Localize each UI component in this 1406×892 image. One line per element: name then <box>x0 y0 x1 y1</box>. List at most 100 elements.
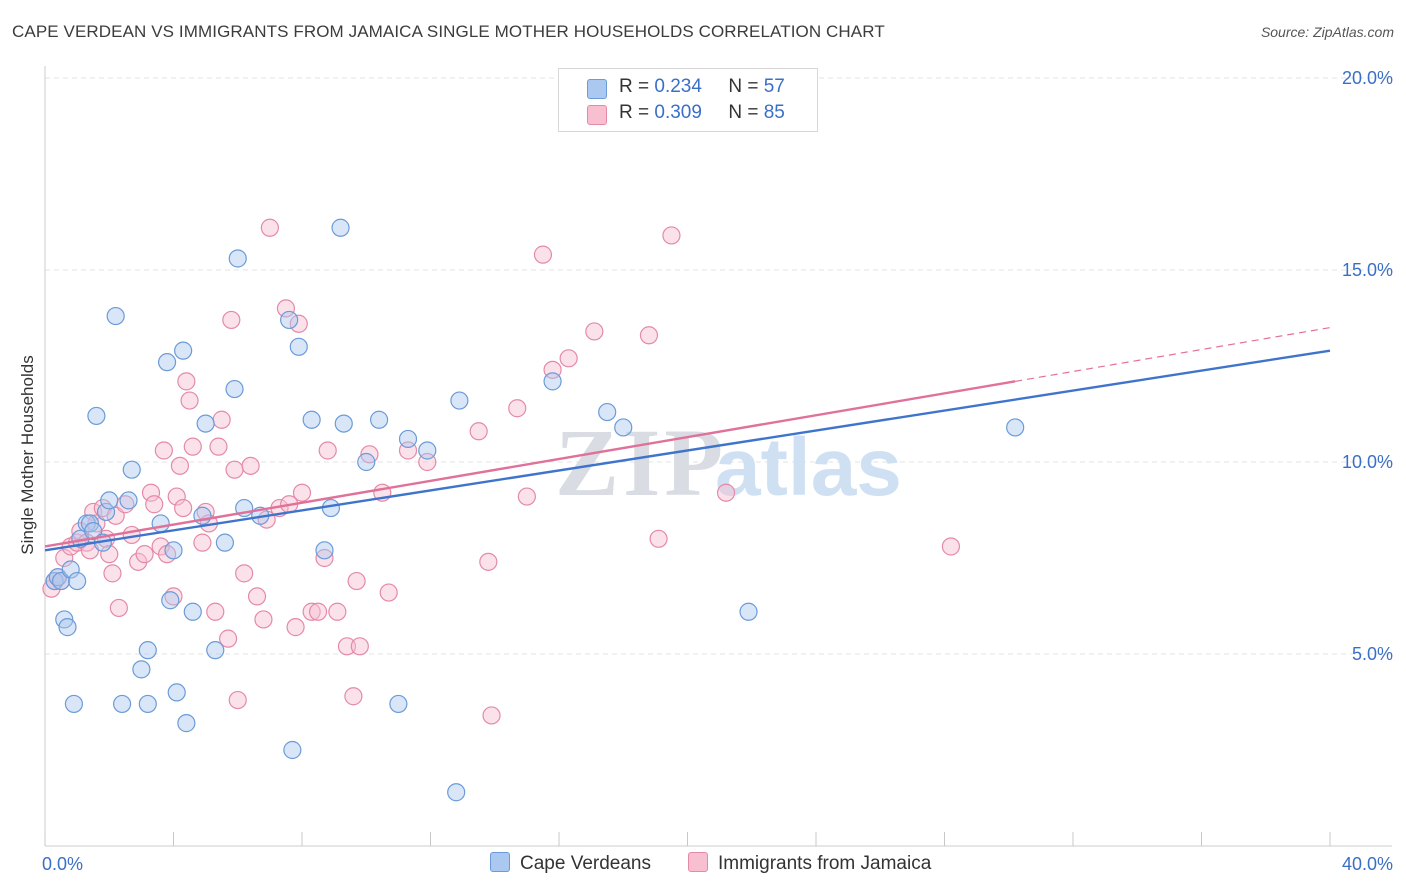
cape-verdean-point <box>157 353 177 372</box>
cape-verdean-point <box>389 694 408 714</box>
jamaica-point <box>154 441 173 460</box>
jamaica-point <box>479 552 498 571</box>
jamaica-point <box>350 637 369 656</box>
cape-verdean-point <box>315 541 334 560</box>
chart-source: Source: ZipAtlas.com <box>1260 24 1394 40</box>
cape-verdean-point <box>196 414 215 433</box>
jamaica-point <box>55 548 74 568</box>
legend-n-value: 57 <box>763 76 785 97</box>
cape-verdean-point <box>174 341 193 360</box>
cape-verdean-point <box>96 502 116 522</box>
bottom-legend-swatch-blue <box>490 852 510 872</box>
cape-verdean-point <box>119 491 138 510</box>
legend-r-value: 0.309 <box>654 102 702 123</box>
legend-n-label: N = <box>728 76 759 97</box>
cape-verdean-point <box>280 310 299 330</box>
jamaica-point <box>84 502 103 522</box>
jamaica-trend-line <box>44 380 1016 548</box>
jamaica-point <box>228 690 247 710</box>
jamaica-point <box>292 483 312 502</box>
legend-swatch-blue <box>587 79 607 99</box>
cape-verdean-point <box>447 783 466 802</box>
x-tick-label-max: 40.0% <box>1342 854 1393 874</box>
jamaica-point <box>241 456 260 475</box>
jamaica-point <box>315 548 334 568</box>
cape-verdean-point <box>161 591 180 610</box>
watermark-atlas: atlas <box>715 422 902 513</box>
jamaica-point <box>318 441 337 460</box>
cape-verdean-point <box>598 402 617 422</box>
jamaica-point <box>183 437 202 456</box>
jamaica-point <box>219 629 238 648</box>
jamaica-point <box>533 245 553 264</box>
legend-n-label: N = <box>728 102 759 123</box>
jamaica-point <box>585 322 604 341</box>
cape-verdean-point <box>283 740 302 760</box>
legend-r-value: 0.234 <box>654 76 702 97</box>
jamaica-point <box>308 602 328 621</box>
cape-verdean-point <box>206 641 225 660</box>
cape-verdean-point <box>357 452 376 472</box>
cape-verdean-point <box>64 694 84 714</box>
cape-verdean-point <box>225 379 244 399</box>
cape-verdean-point <box>1006 418 1025 437</box>
jamaica-point <box>649 529 668 548</box>
jamaica-point <box>716 483 736 502</box>
cape-verdean-point <box>302 410 321 429</box>
watermark-zip: ZIP <box>555 409 727 516</box>
jamaica-point <box>180 391 199 410</box>
jamaica-point <box>247 587 267 606</box>
y-tick-label: 20.0% <box>1342 68 1393 88</box>
cape-verdean-point <box>68 571 87 591</box>
jamaica-point <box>559 349 578 368</box>
jamaica-point <box>103 564 122 583</box>
jamaica-point <box>379 583 398 602</box>
jamaica-point <box>517 487 536 506</box>
cape-verdean-point <box>112 694 132 714</box>
jamaica-point <box>469 422 488 441</box>
jamaica-point <box>254 610 273 629</box>
cape-verdean-point <box>739 602 758 621</box>
cape-verdean-point <box>370 410 389 429</box>
cape-verdean-point <box>215 533 234 552</box>
jamaica-point <box>508 399 527 418</box>
jamaica-point <box>347 571 366 591</box>
cape-verdean-point <box>167 683 186 702</box>
bottom-legend-cape-verdeans[interactable]: Cape Verdeans <box>490 852 651 875</box>
jamaica-point <box>225 460 244 479</box>
jamaica-point <box>260 218 279 237</box>
jamaica-point <box>222 310 241 330</box>
cape-verdean-point <box>132 660 151 679</box>
tick-labels: 5.0% 10.0% 15.0% 20.0% 0.0% 40.0% <box>42 68 1393 874</box>
cape-verdean-point <box>321 498 341 518</box>
legend-r-label: R = <box>619 102 650 123</box>
cape-verdean-point <box>106 306 125 326</box>
legend-r-label: R = <box>619 76 650 97</box>
cape-verdean-point <box>151 514 170 533</box>
jamaica-point <box>209 437 228 456</box>
y-axis-label: Single Mother Households <box>18 355 37 555</box>
chart-title: CAPE VERDEAN VS IMMIGRANTS FROM JAMAICA … <box>12 22 885 41</box>
correlation-legend: R = 0.234 N = 57 R = 0.309 N = 85 <box>558 68 818 132</box>
trend-lines <box>44 327 1331 552</box>
data-points <box>42 218 1025 802</box>
cape-verdean-point <box>543 372 562 391</box>
legend-swatch-pink <box>587 105 607 125</box>
cape-verdean-point <box>228 249 247 268</box>
bottom-legend-jamaica[interactable]: Immigrants from Jamaica <box>688 852 931 875</box>
x-tick-label-min: 0.0% <box>42 854 83 874</box>
bottom-legend-swatch-pink <box>688 852 708 872</box>
jamaica-point <box>662 226 681 245</box>
cape-verdean-point <box>164 541 183 560</box>
jamaica-point <box>289 314 308 333</box>
jamaica-point <box>177 372 196 391</box>
cape-verdean-point <box>138 694 157 714</box>
cape-verdean-point <box>100 491 119 510</box>
jamaica-point <box>193 533 212 552</box>
cape-verdean-point <box>183 602 202 621</box>
bottom-legend-label: Immigrants from Jamaica <box>718 853 932 874</box>
jamaica-point <box>100 545 119 564</box>
jamaica-point <box>109 598 128 618</box>
jamaica-point <box>167 487 186 506</box>
